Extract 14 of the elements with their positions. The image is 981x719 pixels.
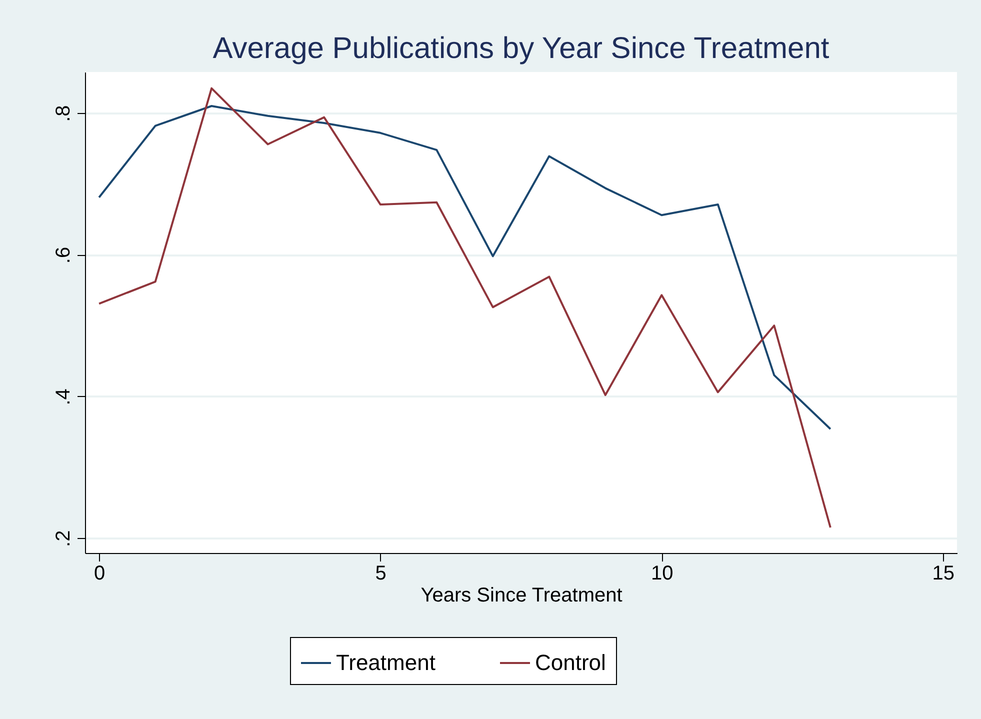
x-tick-label: 15	[932, 562, 955, 584]
legend-label: Control	[535, 650, 606, 675]
line-series	[98, 87, 832, 528]
x-tick-label: 0	[94, 562, 106, 584]
line-series	[98, 105, 832, 430]
chart-title: Average Publications by Year Since Treatment	[212, 32, 830, 65]
x-tick-label: 10	[651, 562, 674, 584]
x-axis-title: Years Since Treatment	[420, 584, 623, 606]
y-tick-label: .4	[52, 388, 74, 406]
y-tick-label: .2	[52, 530, 74, 547]
y-tick-label: .6	[52, 246, 74, 264]
legend-label: Treatment	[336, 650, 436, 675]
y-tick-label: .8	[52, 105, 74, 122]
x-tick-label: 5	[375, 562, 386, 584]
